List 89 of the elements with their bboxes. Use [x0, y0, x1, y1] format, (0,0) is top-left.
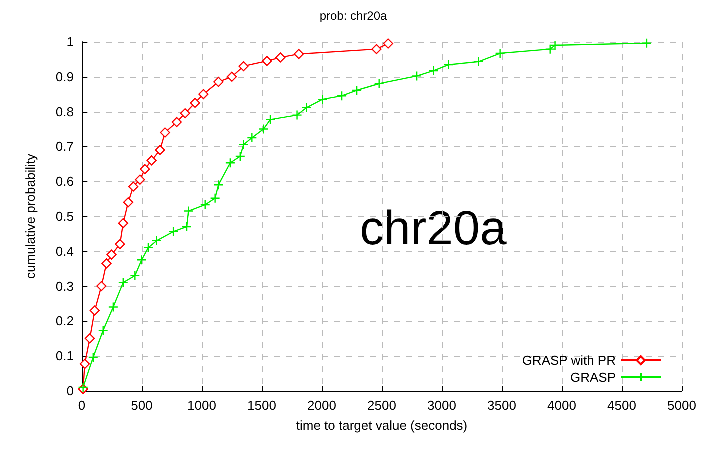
- point: [247, 132, 258, 144]
- point: [190, 98, 200, 108]
- point: [90, 306, 100, 316]
- point: [412, 71, 422, 82]
- x-tick-label: 4000: [548, 398, 576, 413]
- point: [152, 236, 162, 246]
- legend-label: GRASP: [570, 370, 616, 385]
- point: [184, 206, 194, 216]
- point: [84, 334, 96, 344]
- y-axis-title: cumulative probability: [23, 154, 38, 280]
- point: [182, 222, 192, 232]
- point: [106, 250, 117, 260]
- point: [238, 61, 249, 72]
- x-tick-label: 2500: [368, 398, 396, 413]
- point: [115, 239, 126, 250]
- point: [550, 40, 560, 51]
- point: [214, 77, 224, 88]
- point: [383, 38, 394, 49]
- point: [140, 164, 150, 174]
- point: [258, 124, 269, 134]
- x-tick-label: 0: [78, 398, 86, 413]
- point: [292, 110, 302, 120]
- x-tick-label: 1000: [188, 398, 216, 413]
- point: [180, 108, 190, 119]
- point: [495, 48, 506, 59]
- point: [168, 226, 179, 237]
- x-axis-title: time to target value (seconds): [296, 418, 468, 433]
- point: [294, 49, 304, 60]
- x-tick-label: 500: [131, 398, 153, 413]
- x-tick-label: 3500: [488, 398, 516, 413]
- chart-title: prob: chr20a: [320, 9, 388, 23]
- point: [474, 56, 484, 67]
- point: [265, 114, 276, 125]
- x-tick-label: 5000: [668, 398, 696, 413]
- point: [302, 102, 312, 114]
- point: [96, 281, 107, 292]
- y-tick-label: 0.4: [56, 244, 74, 259]
- point: [444, 60, 454, 70]
- point: [146, 156, 157, 166]
- x-tick-label: 2000: [308, 398, 336, 413]
- point: [118, 218, 128, 229]
- point: [80, 359, 90, 370]
- point: [227, 72, 238, 82]
- point: [128, 182, 139, 192]
- point: [136, 255, 147, 266]
- y-tick-label: 0.7: [56, 139, 74, 154]
- point: [374, 78, 384, 89]
- point: [352, 85, 362, 96]
- point: [118, 278, 128, 288]
- point: [262, 56, 272, 66]
- point: [200, 200, 210, 210]
- point: [135, 174, 146, 185]
- point: [235, 151, 246, 162]
- y-tick-label: 0.9: [56, 69, 74, 84]
- point: [225, 158, 236, 168]
- y-tick-label: 0.3: [56, 278, 74, 294]
- point: [172, 117, 182, 128]
- point: [336, 90, 348, 102]
- x-tick-label: 3000: [428, 398, 456, 413]
- point: [372, 44, 382, 54]
- point: [642, 38, 652, 48]
- y-tick-label: 0.5: [56, 209, 74, 224]
- x-tick-label: 4500: [608, 398, 636, 413]
- point: [160, 128, 170, 138]
- y-tick-label: 0: [66, 384, 74, 398]
- point: [238, 140, 249, 150]
- point: [88, 352, 98, 363]
- point: [130, 270, 140, 281]
- point: [198, 89, 209, 100]
- y-tick-label: 0.8: [56, 104, 74, 120]
- x-tick-label: 1500: [248, 398, 276, 413]
- point: [98, 326, 108, 336]
- point: [143, 242, 154, 254]
- point: [155, 145, 166, 156]
- legend-label: GRASP with PR: [522, 353, 616, 368]
- point: [545, 44, 556, 54]
- point: [102, 258, 112, 269]
- annotation: chr20a: [360, 202, 508, 256]
- point: [123, 197, 134, 208]
- y-tick-label: 0.2: [56, 314, 74, 329]
- point: [210, 193, 220, 204]
- point: [276, 52, 286, 63]
- y-tick-label: 0.1: [56, 348, 74, 364]
- y-tick-label: 0.6: [56, 174, 74, 190]
- point: [318, 94, 328, 105]
- point: [108, 302, 119, 312]
- point: [428, 66, 439, 76]
- y-tick-label: 1: [66, 34, 74, 50]
- point: [214, 180, 224, 190]
